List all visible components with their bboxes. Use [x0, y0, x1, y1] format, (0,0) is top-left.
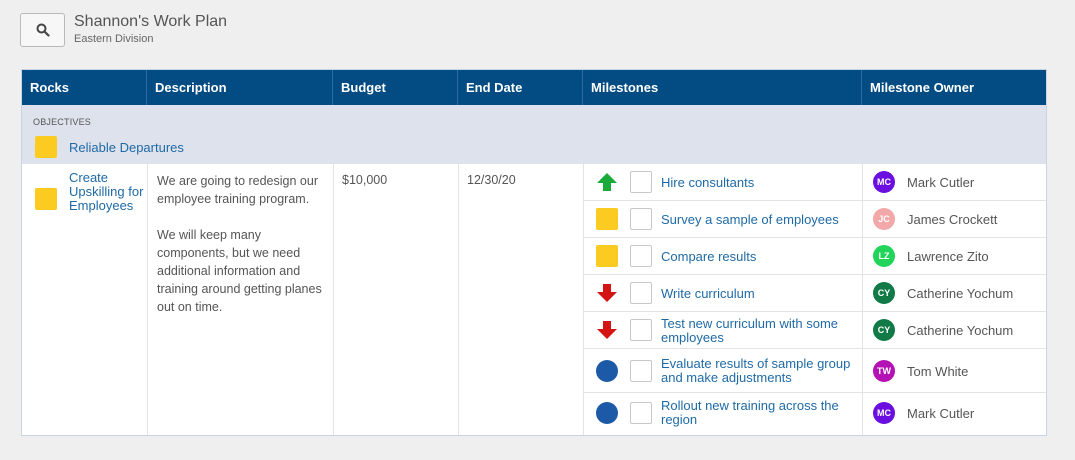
- milestone-row: Compare results LZ Lawrence Zito: [583, 238, 1046, 275]
- up-arrow-icon[interactable]: [596, 171, 618, 193]
- milestone-link[interactable]: Test new curriculum with some employees: [661, 316, 838, 345]
- blue-circle-icon[interactable]: [596, 402, 618, 424]
- avatar: JC: [873, 208, 895, 230]
- owner-name: Mark Cutler: [907, 174, 975, 190]
- search-button[interactable]: [20, 13, 65, 47]
- milestone-owner[interactable]: MC Mark Cutler: [873, 402, 974, 424]
- search-icon: [36, 23, 50, 37]
- owner-name: Catherine Yochum: [907, 285, 1014, 301]
- down-arrow-icon[interactable]: [596, 319, 618, 341]
- owner-name: Lawrence Zito: [907, 248, 989, 264]
- page-title: Shannon's Work Plan: [74, 13, 228, 30]
- milestone-link[interactable]: Survey a sample of employees: [661, 212, 839, 227]
- milestone-checkbox[interactable]: [630, 245, 652, 267]
- avatar: MC: [873, 402, 895, 424]
- milestone-checkbox[interactable]: [630, 208, 652, 230]
- milestone-checkbox[interactable]: [630, 171, 652, 193]
- column-header-end-date[interactable]: End Date: [458, 70, 583, 105]
- milestone-row: Rollout new training across the region M…: [583, 393, 1046, 435]
- column-header-milestone-owner[interactable]: Milestone Owner: [870, 80, 975, 95]
- milestone-owner[interactable]: CY Catherine Yochum: [873, 282, 1013, 304]
- milestone-owner[interactable]: JC James Crockett: [873, 208, 997, 230]
- description-paragraph: We will keep many components, but we nee…: [157, 228, 322, 314]
- table-header: Rocks Description Budget End Date Milest…: [22, 70, 1046, 105]
- rock-link[interactable]: Create Upskilling for Employees: [69, 170, 144, 213]
- yellow-square-icon[interactable]: [596, 208, 618, 230]
- yellow-square-icon[interactable]: [596, 245, 618, 267]
- milestone-row: Evaluate results of sample group and mak…: [583, 349, 1046, 393]
- column-header-budget[interactable]: Budget: [333, 70, 458, 105]
- rock-budget: $10,000: [342, 173, 388, 187]
- column-header-rocks[interactable]: Rocks: [22, 70, 147, 105]
- milestone-link[interactable]: Hire consultants: [661, 175, 755, 190]
- objective-group: OBJECTIVES Reliable Departures: [22, 105, 1046, 164]
- avatar: LZ: [873, 245, 895, 267]
- owner-name: Tom White: [907, 363, 969, 379]
- rock-description: We are going to redesign our employee tr…: [157, 172, 329, 316]
- work-plan-table: Rocks Description Budget End Date Milest…: [21, 69, 1047, 436]
- objective-link[interactable]: Reliable Departures: [69, 140, 184, 155]
- milestone-checkbox[interactable]: [630, 360, 652, 382]
- rock-status-icon[interactable]: [35, 188, 57, 210]
- milestone-checkbox[interactable]: [630, 402, 652, 424]
- milestone-owner[interactable]: LZ Lawrence Zito: [873, 245, 989, 267]
- rock-row: Create Upskilling for Employees We are g…: [22, 164, 1046, 435]
- down-arrow-icon[interactable]: [596, 282, 618, 304]
- milestone-link[interactable]: Evaluate results of sample group and mak…: [661, 356, 851, 385]
- avatar: CY: [873, 282, 895, 304]
- avatar: MC: [873, 171, 895, 193]
- objectives-label: OBJECTIVES: [33, 117, 92, 127]
- milestone-link[interactable]: Write curriculum: [661, 286, 755, 301]
- milestone-row: Write curriculum CY Catherine Yochum: [583, 275, 1046, 312]
- milestone-owner[interactable]: MC Mark Cutler: [873, 171, 974, 193]
- column-header-milestones[interactable]: Milestones: [583, 70, 862, 105]
- milestone-link[interactable]: Compare results: [661, 249, 757, 264]
- rock-end-date: 12/30/20: [467, 173, 516, 187]
- top-bar: Shannon's Work Plan Eastern Division: [0, 0, 1075, 68]
- milestone-row: Hire consultants MC Mark Cutler: [583, 164, 1046, 201]
- blue-circle-icon[interactable]: [596, 360, 618, 382]
- milestone-checkbox[interactable]: [630, 319, 652, 341]
- avatar: CY: [873, 319, 895, 341]
- page-subtitle: Eastern Division: [74, 33, 154, 45]
- owner-name: Mark Cutler: [907, 405, 975, 421]
- description-paragraph: We are going to redesign our employee tr…: [157, 174, 318, 206]
- milestone-checkbox[interactable]: [630, 282, 652, 304]
- milestone-owner[interactable]: TW Tom White: [873, 360, 968, 382]
- objective-status-icon[interactable]: [35, 136, 57, 158]
- milestone-owner[interactable]: CY Catherine Yochum: [873, 319, 1013, 341]
- milestone-row: Survey a sample of employees JC James Cr…: [583, 201, 1046, 238]
- owner-name: James Crockett: [907, 211, 998, 227]
- owner-name: Catherine Yochum: [907, 322, 1014, 338]
- avatar: TW: [873, 360, 895, 382]
- column-header-description[interactable]: Description: [147, 70, 333, 105]
- milestone-link[interactable]: Rollout new training across the region: [661, 398, 839, 427]
- milestone-row: Test new curriculum with some employees …: [583, 312, 1046, 349]
